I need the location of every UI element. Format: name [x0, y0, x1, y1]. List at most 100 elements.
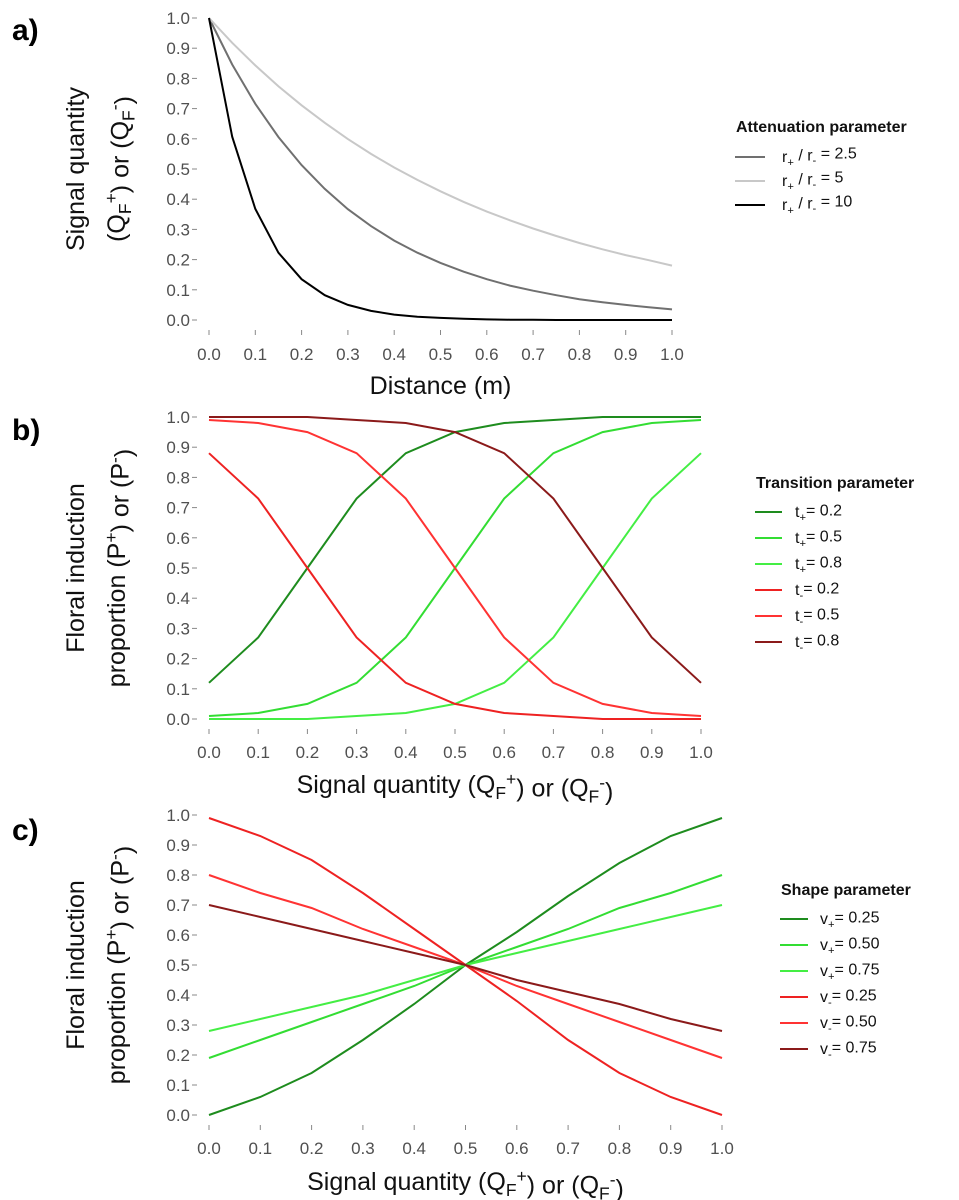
x-tick-label: 0.4 — [402, 1139, 426, 1158]
x-axis-title: Distance (m) — [370, 372, 512, 400]
x-tick-label: 0.0 — [197, 743, 221, 762]
panel-letter: c) — [12, 814, 39, 847]
y-tick-label: 1.0 — [166, 9, 190, 28]
y-axis-title-line1: Floral induction — [62, 880, 90, 1050]
y-tick-label: 0.3 — [166, 1016, 190, 1035]
series-line-6 — [209, 416, 702, 684]
x-tick-label: 0.2 — [296, 743, 320, 762]
y-tick-label: 0.2 — [166, 1046, 190, 1065]
series-line-2 — [208, 17, 673, 267]
x-tick-label: 0.3 — [336, 345, 360, 364]
legend-label-1: v+= 0.25 — [820, 909, 880, 931]
series-line-4 — [208, 452, 701, 720]
y-tick-label: 0.1 — [166, 281, 190, 300]
x-tick-label: 0.6 — [492, 743, 516, 762]
legend-label-6: v-= 0.75 — [820, 1039, 877, 1061]
y-axis-title-line2: proportion (P+) or (P-) — [101, 449, 138, 687]
x-tick-label: 1.0 — [710, 1139, 734, 1158]
y-axis-title-line2: (QF+) or (QF-) — [101, 96, 138, 242]
series-line-3 — [209, 452, 702, 720]
y-tick-label: 0.8 — [166, 468, 190, 487]
panel-c: c) 0.0 0.1 0.2 0.3 0.4 0.5 0.6 0.7 0.8 0.9 1.0 0.0 0.… — [12, 806, 911, 1200]
legend-label-2: t+= 0.5 — [795, 528, 842, 550]
legend-label-1: r+ / r- = 2.5 — [782, 146, 857, 169]
x-tick-label: 0.0 — [197, 345, 221, 364]
legend-title: Attenuation parameter — [736, 119, 907, 136]
legend-label-3: t+= 0.8 — [795, 554, 842, 576]
x-tick-label: 0.7 — [521, 345, 545, 364]
y-tick-label: 0.3 — [166, 619, 190, 638]
legend-label-3: v+= 0.75 — [820, 961, 880, 983]
y-tick-label: 0.8 — [166, 69, 190, 88]
series-line-1 — [208, 416, 701, 684]
series-line-6 — [208, 904, 723, 1032]
y-tick-label: 0.9 — [166, 438, 190, 457]
x-tick-label: 0.1 — [243, 345, 267, 364]
y-tick-label: 0.6 — [166, 529, 190, 548]
x-tick-label: 0.8 — [568, 345, 592, 364]
y-tick-label: 0.4 — [166, 986, 190, 1005]
y-tick-label: 0.6 — [166, 926, 190, 945]
x-tick-label: 0.7 — [542, 743, 566, 762]
x-tick-label: 0.1 — [248, 1139, 272, 1158]
series-line-1 — [208, 817, 723, 1116]
legend-title: Transition parameter — [756, 475, 914, 492]
y-tick-label: 0.5 — [166, 160, 190, 179]
x-tick-label: 0.9 — [614, 345, 638, 364]
legend-label-2: r+ / r- = 5 — [782, 170, 844, 193]
legend-label-4: v-= 0.25 — [820, 987, 877, 1009]
legend-label-5: t-= 0.5 — [795, 606, 839, 628]
y-tick-label: 0.9 — [166, 836, 190, 855]
x-tick-label: 1.0 — [689, 743, 713, 762]
x-tick-label: 0.5 — [443, 743, 467, 762]
x-axis-title: Signal quantity (QF+) or (QF-) — [297, 769, 614, 806]
x-tick-label: 0.6 — [505, 1139, 529, 1158]
legend-label-5: v-= 0.50 — [820, 1013, 877, 1035]
x-tick-label: 0.0 — [197, 1139, 221, 1158]
y-tick-label: 0.0 — [166, 710, 190, 729]
series-line-5 — [208, 419, 702, 717]
x-axis-title: Signal quantity (QF+) or (QF-) — [307, 1166, 624, 1200]
x-tick-label: 0.5 — [429, 345, 453, 364]
y-tick-label: 0.4 — [166, 190, 190, 209]
y-tick-label: 0.7 — [166, 896, 190, 915]
y-tick-label: 0.0 — [166, 1106, 190, 1125]
x-tick-label: 1.0 — [660, 345, 684, 364]
panel-a: a) 0.0 0.1 0.2 0.3 0.4 0.5 0.6 0.7 0.8 0.9 1.0 0.0 0.… — [12, 9, 907, 400]
y-tick-label: 0.7 — [166, 499, 190, 518]
series-line-3 — [208, 17, 672, 321]
y-tick-label: 1.0 — [166, 408, 190, 427]
x-tick-label: 0.9 — [659, 1139, 683, 1158]
x-tick-label: 0.2 — [290, 345, 314, 364]
y-axis-title-line2: proportion (P+) or (P-) — [101, 846, 138, 1084]
legend-label-2: v+= 0.50 — [820, 935, 880, 957]
y-tick-label: 0.5 — [166, 956, 190, 975]
x-tick-label: 0.8 — [591, 743, 615, 762]
legend-label-4: t-= 0.2 — [795, 580, 839, 602]
x-tick-label: 0.7 — [556, 1139, 580, 1158]
series-line-1 — [208, 17, 673, 311]
x-tick-label: 0.1 — [246, 743, 270, 762]
x-tick-label: 0.8 — [608, 1139, 632, 1158]
y-axis-title-line1: Signal quantity — [62, 87, 90, 252]
legend-title: Shape parameter — [781, 882, 911, 899]
y-tick-label: 0.8 — [166, 866, 190, 885]
panel-letter: a) — [12, 14, 39, 47]
x-tick-label: 0.4 — [394, 743, 418, 762]
series-line-4 — [208, 817, 723, 1116]
legend-label-1: t+= 0.2 — [795, 502, 842, 524]
panel-letter: b) — [12, 414, 40, 447]
y-tick-label: 0.2 — [166, 650, 190, 669]
y-tick-label: 0.7 — [166, 100, 190, 119]
legend-label-3: r+ / r- = 10 — [782, 194, 852, 217]
y-tick-label: 0.1 — [166, 1076, 190, 1095]
y-tick-label: 0.0 — [166, 311, 190, 330]
y-tick-label: 1.0 — [166, 806, 190, 825]
x-tick-label: 0.4 — [382, 345, 406, 364]
y-tick-label: 0.6 — [166, 130, 190, 149]
x-tick-label: 0.3 — [345, 743, 369, 762]
y-tick-label: 0.4 — [166, 589, 190, 608]
y-axis-title-line1: Floral induction — [62, 483, 90, 653]
y-tick-label: 0.9 — [166, 39, 190, 58]
